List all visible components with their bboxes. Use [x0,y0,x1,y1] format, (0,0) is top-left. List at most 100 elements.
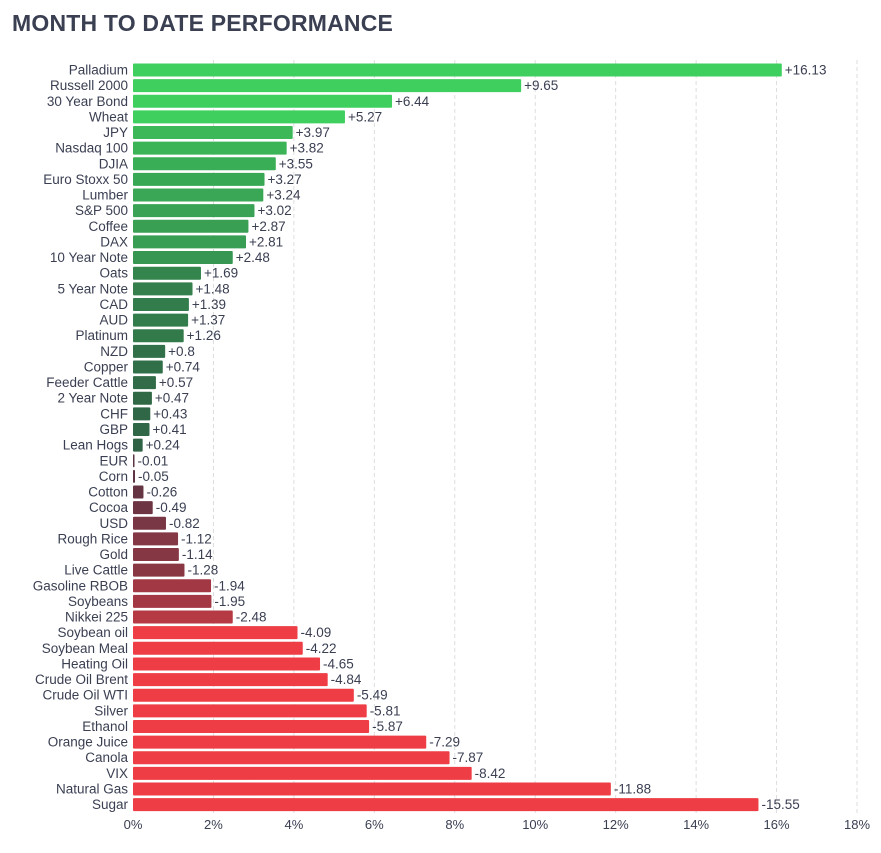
category-label: USD [99,516,128,531]
value-label: -5.81 [370,703,401,718]
bar [133,188,264,202]
x-tick-label: 6% [365,817,384,832]
value-label: +2.87 [251,219,285,234]
category-label: CHF [100,406,128,421]
x-tick-label: 10% [522,817,548,832]
x-tick-label: 0% [124,817,143,832]
category-label: VIX [106,766,128,781]
x-tick-label: 16% [764,817,790,832]
value-label: +2.48 [236,250,270,265]
value-label: -1.94 [214,578,245,593]
bar [133,438,143,452]
value-label: -8.42 [475,766,506,781]
category-label: Nikkei 225 [65,610,128,625]
bar [133,422,150,436]
bar [133,79,522,93]
value-label: -0.49 [156,500,187,515]
category-label: DJIA [99,156,128,171]
x-tick-label: 2% [204,817,223,832]
value-label: +1.37 [191,313,225,328]
bar [133,126,293,140]
bar [133,657,321,671]
category-label: Cotton [88,485,128,500]
value-label: -1.95 [214,594,245,609]
value-label: -5.87 [372,719,403,734]
value-label: -7.87 [453,750,484,765]
category-label: DAX [100,234,128,249]
category-label: Silver [94,703,128,718]
value-label: -0.05 [138,469,169,484]
bar [133,360,163,374]
category-label: Gold [99,547,128,562]
value-label: -15.55 [761,797,799,812]
bar [133,501,153,515]
x-tick-label: 12% [603,817,629,832]
value-label: +3.55 [279,156,313,171]
bar [133,157,276,171]
category-label: Platinum [75,328,128,343]
bar [133,610,233,624]
bar [133,172,265,186]
bar [133,704,367,718]
bar [133,344,166,358]
category-label: AUD [99,313,128,328]
bar [133,594,212,608]
value-label: -4.09 [301,625,332,640]
bar [133,204,255,218]
value-label: -11.88 [614,781,651,796]
category-label: Natural Gas [56,781,128,796]
bar [133,735,427,749]
bar [133,251,233,265]
category-label: Lumber [82,188,128,203]
value-label: +0.57 [159,375,193,390]
category-label: EUR [99,453,128,468]
category-label: Sugar [92,797,129,812]
bar [133,266,201,280]
value-label: +3.82 [290,141,324,156]
bar [133,532,179,546]
bar [133,579,212,593]
value-label: +0.47 [155,391,189,406]
value-label: -1.14 [182,547,213,562]
category-label: 10 Year Note [50,250,128,265]
category-label: S&P 500 [75,203,128,218]
category-label: GBP [99,422,128,437]
category-label: Nasdaq 100 [55,141,128,156]
bar [133,235,247,249]
value-label: +0.74 [166,359,201,374]
value-label: +3.24 [266,188,301,203]
category-label: Coffee [88,219,128,234]
category-label: Gasoline RBOB [33,578,128,593]
value-label: +3.27 [268,172,302,187]
value-label: +1.39 [192,297,226,312]
category-label: Palladium [69,63,128,78]
value-label: -5.49 [357,688,388,703]
category-label: Cocoa [89,500,129,515]
value-label: -0.26 [146,485,177,500]
category-label: 30 Year Bond [47,94,128,109]
value-label: +0.24 [146,438,181,453]
bar [133,313,189,327]
x-tick-label: 8% [445,817,464,832]
value-label: -1.28 [187,563,218,578]
category-label: Wheat [89,109,128,124]
value-label: +0.8 [168,344,195,359]
value-label: +16.13 [785,63,827,78]
category-label: Soybean Meal [42,641,128,656]
bar [133,766,472,780]
value-label: +9.65 [524,78,558,93]
bar [133,219,249,233]
value-label: +3.02 [257,203,291,218]
category-label: NZD [100,344,128,359]
bar [133,94,393,108]
bar [133,297,189,311]
category-label: 5 Year Note [57,281,128,296]
value-label: -1.12 [181,531,212,546]
bar [133,516,166,530]
x-tick-label: 18% [844,817,870,832]
category-label: Soybeans [68,594,128,609]
bar [133,563,185,577]
bar [133,626,298,640]
bar [133,454,135,468]
value-label: -0.01 [138,453,169,468]
